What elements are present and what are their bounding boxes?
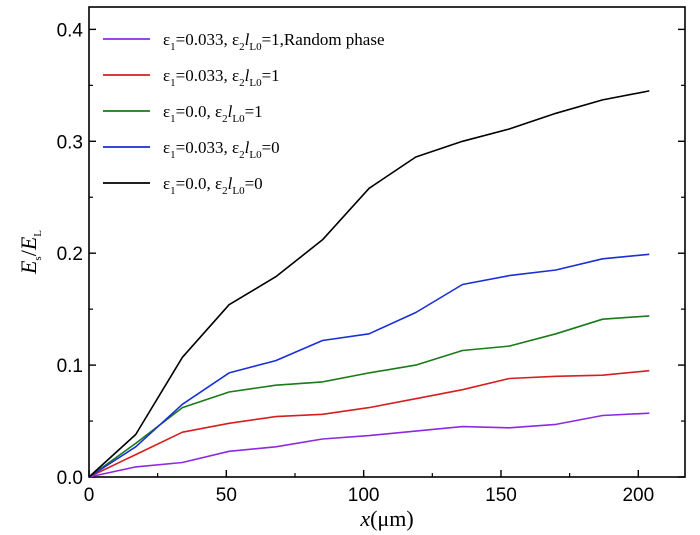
series-line-4 (88, 253, 650, 478)
series-line-1 (88, 412, 650, 478)
legend-label-1: ε1=0.033, ε2lL0=1,Random phase (163, 30, 385, 53)
y-tick-label: 0.4 (57, 20, 84, 41)
plot-frame (88, 6, 686, 478)
y-axis-title: Es/EL (16, 230, 44, 275)
x-tick-label: 0 (84, 485, 95, 506)
y-tick-label: 0.0 (57, 468, 83, 489)
series-layer (88, 90, 650, 478)
y-tick-label: 0.2 (57, 244, 83, 265)
legend-label-3: ε1=0.0, ε2lL0=1 (163, 102, 263, 125)
legend-label-4: ε1=0.033, ε2lL0=0 (163, 138, 280, 161)
y-tick-label: 0.1 (57, 356, 83, 377)
x-tick-label: 150 (485, 485, 517, 506)
series-line-5 (88, 90, 650, 478)
x-axis-title: x(μm) (359, 506, 413, 531)
legend-label-5: ε1=0.0, ε2lL0=0 (163, 174, 263, 197)
x-tick-label: 100 (348, 485, 380, 506)
series-line-2 (88, 369, 650, 478)
y-tick-label: 0.3 (57, 132, 83, 153)
legend-label-2: ε1=0.033, ε2lL0=1 (163, 66, 280, 89)
axis-ticks: 0 50 100 150 200 0.0 0.1 0.2 0.3 0.4 (57, 20, 685, 506)
legend: ε1=0.033, ε2lL0=1,Random phase ε1=0.033, … (103, 30, 385, 197)
series-line-3 (88, 315, 650, 478)
x-tick-label: 200 (622, 485, 654, 506)
x-tick-label: 50 (216, 485, 237, 506)
